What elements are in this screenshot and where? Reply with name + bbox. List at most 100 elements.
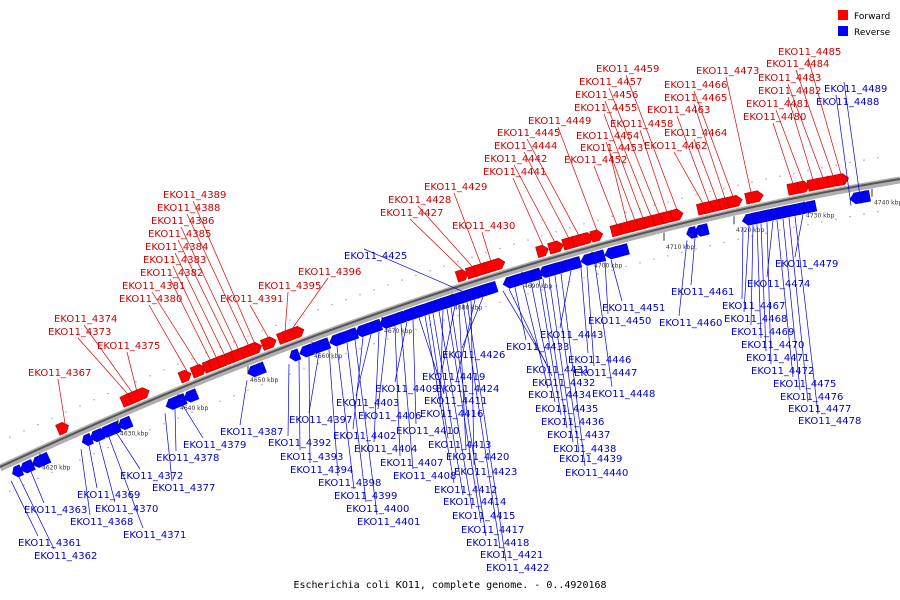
forward-gene-arrow	[726, 195, 743, 209]
reverse-gene-label: EKO11_4393	[280, 452, 343, 463]
reverse-track-dot	[289, 373, 291, 375]
legend-reverse-label: Reverse	[854, 28, 891, 38]
reverse-gene-label: EKO11_4362	[34, 551, 97, 562]
reverse-gene-leader	[287, 364, 290, 437]
forward-track-dot	[23, 430, 25, 432]
forward-track-dot	[261, 330, 263, 332]
forward-track-dot	[765, 178, 767, 180]
reverse-gene-arrow	[289, 348, 302, 362]
forward-track-dot	[429, 270, 431, 272]
reverse-track-dot	[849, 215, 851, 218]
forward-track-dot	[387, 284, 389, 286]
reverse-gene-arrow	[319, 337, 332, 351]
reverse-gene-label: EKO11_4370	[95, 504, 158, 515]
reverse-track-dot	[107, 446, 109, 449]
forward-gene-leader	[77, 337, 130, 396]
forward-gene-leader	[725, 76, 752, 193]
forward-gene-arrow	[669, 208, 684, 222]
reverse-gene-arrow	[482, 280, 499, 295]
reverse-gene-arrow	[20, 458, 36, 474]
reverse-track-dot	[79, 459, 81, 461]
forward-gene-label: EKO11_4456	[575, 90, 638, 101]
reverse-gene-label: EKO11_4477	[788, 404, 851, 415]
reverse-gene-leader	[400, 323, 414, 470]
reverse-gene-leader	[794, 214, 804, 258]
reverse-gene-label: EKO11_4408	[393, 471, 456, 482]
reverse-gene-leader	[766, 222, 772, 365]
reverse-gene-label: EKO11_4402	[333, 431, 396, 442]
reverse-gene-label: EKO11_4435	[535, 404, 598, 415]
forward-track-dot	[65, 411, 67, 413]
reverse-gene-leader	[10, 480, 39, 537]
reverse-track-dot	[709, 244, 711, 247]
reverse-gene-leader	[432, 313, 464, 496]
reverse-gene-leader	[548, 277, 574, 443]
forward-gene-leader	[290, 277, 329, 331]
reverse-gene-label: EKO11_4411	[424, 396, 487, 407]
reverse-track-dot	[457, 314, 459, 317]
reverse-gene-shape	[319, 337, 332, 351]
forward-gene-leader	[795, 69, 834, 176]
forward-gene-leader	[676, 115, 710, 203]
forward-gene-leader	[557, 126, 598, 231]
forward-gene-leader	[174, 252, 226, 357]
forward-gene-label: EKO11_4386	[151, 216, 214, 227]
forward-gene-label: EKO11_4441	[483, 167, 546, 178]
reverse-gene-arrow	[175, 393, 188, 407]
reverse-gene-leader	[441, 306, 456, 371]
forward-track-dot	[513, 243, 515, 245]
reverse-gene-label: EKO11_4439	[559, 454, 622, 465]
reverse-gene-shape	[289, 348, 302, 362]
reverse-gene-label: EKO11_4372	[120, 471, 183, 482]
reverse-gene-leader	[760, 223, 767, 352]
reverse-gene-leader	[461, 297, 484, 349]
reverse-gene-label: EKO11_4423	[454, 467, 517, 478]
forward-track-dot	[751, 181, 753, 183]
reverse-track-dot	[205, 406, 207, 408]
backbone-layer: 4620 kbp 4630 kbp 4640 kbp 4650 kbp 4660 kbp…	[0, 156, 900, 493]
forward-gene-label: EKO11_4396	[298, 267, 361, 278]
reverse-track-dot	[191, 411, 193, 414]
reverse-track-dot	[681, 251, 683, 254]
reverse-gene-shape	[570, 256, 583, 269]
reverse-gene-label: EKO11_4476	[780, 392, 843, 403]
reverse-gene-label: EKO11_4489	[824, 84, 887, 95]
reverse-gene-label: EKO11_4440	[565, 468, 628, 479]
reverse-gene-leader	[766, 220, 774, 278]
forward-gene-label: EKO11_4367	[28, 368, 91, 379]
forward-gene-label: EKO11_4445	[497, 128, 560, 139]
reverse-gene-label: EKO11_4369	[77, 490, 140, 501]
reverse-gene-arrow	[801, 200, 818, 214]
forward-gene-label: EKO11_4428	[388, 195, 451, 206]
reverse-track-dot	[65, 465, 67, 467]
reverse-gene-label: EKO11_4431	[526, 365, 589, 376]
forward-gene-leader	[787, 83, 824, 178]
reverse-gene-label: EKO11_4446	[568, 355, 631, 366]
reverse-track-dot	[835, 218, 837, 220]
reverse-track-dot	[303, 368, 305, 370]
forward-gene-label: EKO11_4449	[528, 116, 591, 127]
reverse-gene-leader	[782, 218, 801, 391]
forward-track-dot	[835, 164, 837, 166]
forward-gene-label: EKO11_4465	[664, 93, 727, 104]
reverse-track-dot	[583, 277, 585, 279]
reverse-track-dot	[275, 378, 277, 381]
reverse-gene-leader	[470, 300, 475, 466]
forward-gene-leader	[772, 122, 794, 184]
forward-track-dot	[653, 204, 655, 207]
forward-gene-leader	[151, 291, 200, 367]
forward-track-dot	[849, 161, 851, 164]
forward-track-dot	[863, 159, 865, 161]
kbp-tick-label: 4720 kbp	[736, 227, 764, 234]
reverse-gene-label: EKO11_4401	[357, 517, 420, 528]
forward-gene-arrow	[127, 387, 150, 405]
reverse-gene-label: EKO11_4450	[588, 316, 651, 327]
forward-track-dot	[583, 223, 585, 225]
forward-gene-arrow	[177, 369, 192, 384]
reverse-track-dot	[737, 238, 739, 241]
reverse-gene-label: EKO11_4474	[747, 279, 810, 290]
forward-gene-label: EKO11_4485	[778, 47, 841, 58]
reverse-gene-leader	[538, 280, 562, 416]
